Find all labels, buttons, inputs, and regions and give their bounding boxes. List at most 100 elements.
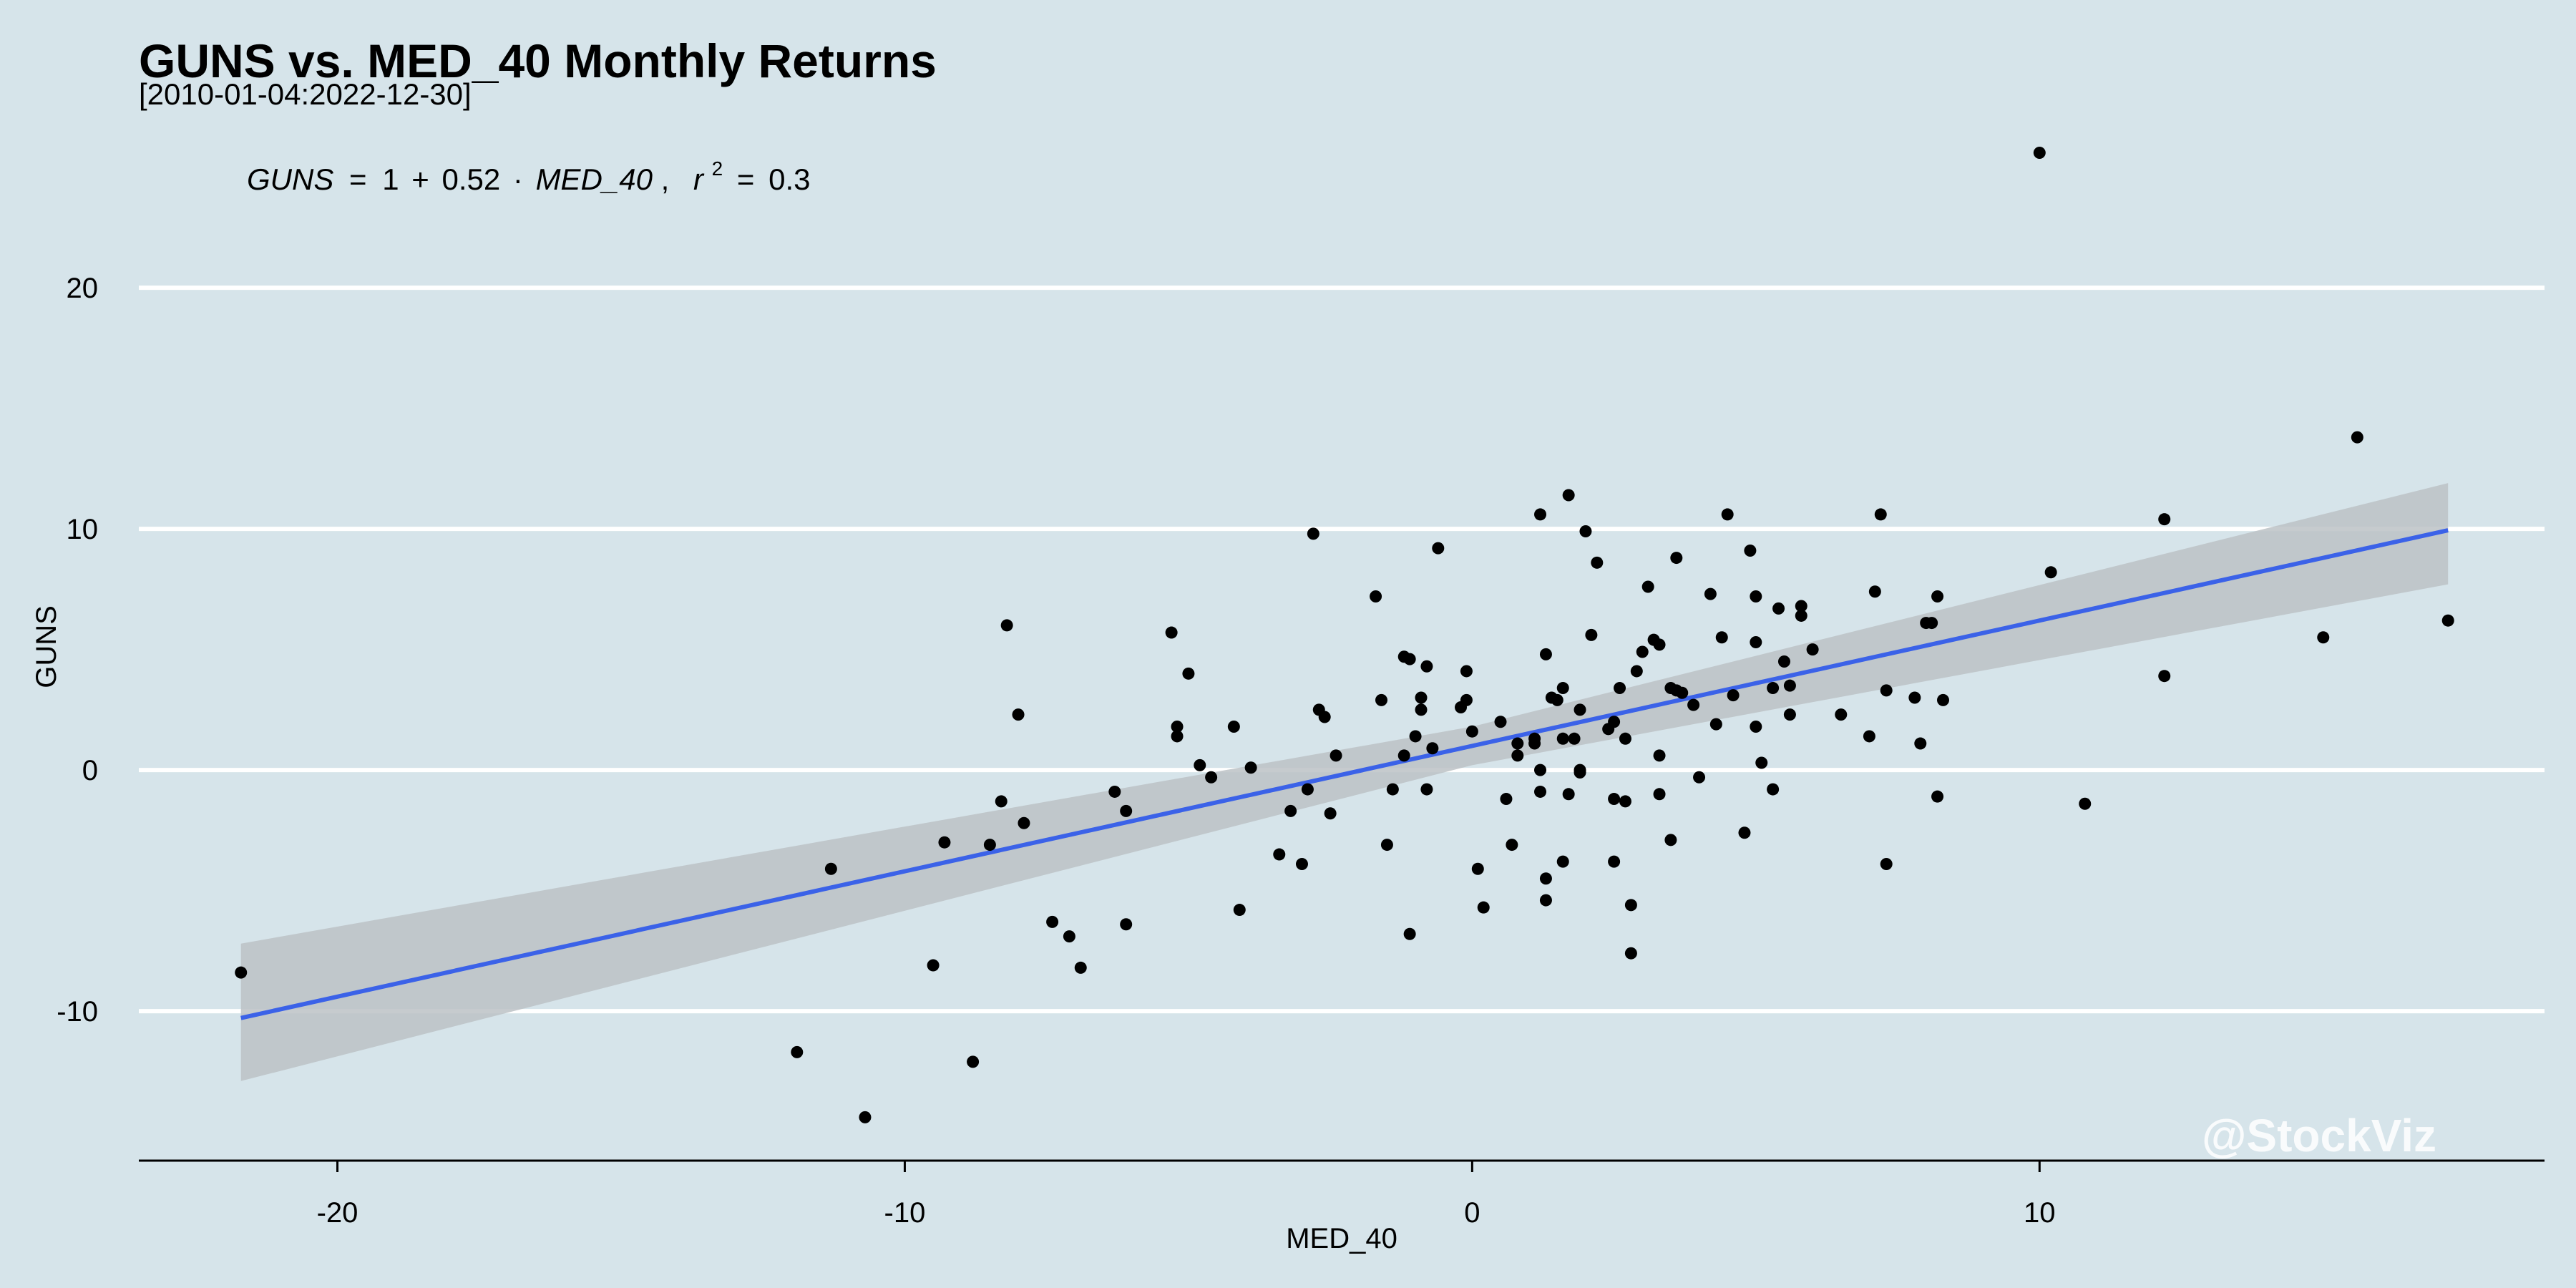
data-point	[1619, 795, 1631, 808]
data-point	[1880, 684, 1893, 697]
data-point	[1380, 839, 1393, 852]
data-point	[1330, 749, 1342, 762]
x-axis-title: MED_40	[1286, 1223, 1397, 1254]
data-point	[1608, 793, 1621, 806]
data-point	[1744, 544, 1757, 557]
data-point	[824, 862, 837, 875]
chart-subtitle: [2010-01-04:2022-12-30]	[139, 77, 472, 111]
data-point	[1806, 643, 1819, 656]
equation-comma: ,	[661, 162, 670, 196]
data-point	[1777, 655, 1790, 668]
data-point	[1738, 826, 1751, 839]
data-point	[1783, 708, 1796, 721]
data-point	[1704, 587, 1717, 600]
data-point	[995, 795, 1008, 808]
equation-equals: =	[349, 162, 367, 196]
data-point	[1301, 783, 1314, 796]
data-point	[1194, 758, 1206, 771]
data-point	[1624, 947, 1637, 960]
watermark: @StockViz	[2202, 1110, 2436, 1161]
data-point	[1931, 790, 1944, 803]
data-point	[1500, 793, 1513, 806]
data-point	[1227, 720, 1240, 733]
data-point	[1556, 855, 1569, 868]
data-point	[1750, 590, 1762, 602]
data-point	[1511, 749, 1524, 762]
data-point	[791, 1045, 804, 1058]
confidence-band	[240, 483, 2449, 1081]
data-point	[1375, 693, 1388, 706]
data-point	[1750, 636, 1762, 649]
data-point	[1295, 858, 1308, 871]
data-point	[1937, 693, 1949, 706]
data-point	[1874, 508, 1887, 521]
x-tick-label: -10	[884, 1197, 926, 1229]
confidence-band-layer	[240, 483, 2449, 1081]
data-point	[1528, 737, 1541, 750]
equation-r-value: 0.3	[769, 162, 810, 196]
data-point	[1415, 691, 1428, 704]
data-point	[1063, 930, 1075, 943]
data-point	[1307, 527, 1319, 540]
equation-slope: 0.52	[441, 162, 500, 196]
data-point	[1568, 732, 1581, 745]
data-point	[1120, 804, 1133, 817]
data-point	[1880, 858, 1893, 871]
data-point	[983, 839, 996, 852]
data-point	[1556, 732, 1569, 745]
data-point	[1324, 807, 1337, 820]
data-point	[1426, 742, 1439, 755]
data-point	[1534, 785, 1547, 798]
data-point	[967, 1055, 980, 1068]
data-point	[1863, 730, 1875, 743]
data-point	[1574, 703, 1586, 716]
data-point	[1579, 525, 1592, 538]
equation-var: MED_40	[536, 162, 653, 196]
data-point	[1046, 915, 1059, 928]
data-point	[1506, 839, 1518, 852]
data-point	[1653, 638, 1666, 651]
data-point	[1000, 619, 1013, 632]
data-point	[1534, 508, 1547, 521]
data-point	[1676, 686, 1689, 699]
data-point	[1795, 600, 1807, 613]
data-point	[1386, 783, 1399, 796]
data-point	[1835, 708, 1848, 721]
data-point	[1465, 725, 1478, 738]
data-point	[1205, 771, 1218, 784]
regression-line	[240, 528, 2449, 1020]
equation-intercept: 1	[382, 162, 399, 196]
data-point	[1914, 737, 1927, 750]
equation-lhs: GUNS	[247, 162, 333, 196]
y-tick-label: 10	[67, 514, 99, 545]
data-point	[1624, 899, 1637, 912]
regression-line-layer	[240, 528, 2449, 1020]
data-point	[1619, 732, 1631, 745]
data-point	[1670, 552, 1683, 565]
data-point	[1494, 716, 1507, 728]
data-point	[1012, 708, 1025, 721]
data-point	[1244, 761, 1257, 774]
data-point	[2441, 614, 2454, 627]
data-point	[1539, 648, 1552, 660]
data-point	[1614, 682, 1626, 695]
data-point	[1562, 788, 1575, 801]
data-point	[1415, 703, 1428, 716]
y-tick-label: -10	[57, 996, 98, 1028]
data-points	[235, 146, 2454, 1123]
data-point	[1370, 590, 1382, 602]
data-point	[1755, 756, 1768, 769]
data-point	[2044, 566, 2057, 579]
data-point	[1539, 894, 1552, 907]
regression-equation: GUNS = 1 + 0.52 · MED_40 , r 2 = 0.3	[247, 148, 811, 196]
data-point	[1403, 653, 1416, 665]
data-point	[859, 1111, 872, 1123]
data-point	[1641, 580, 1654, 593]
data-point	[1403, 927, 1416, 940]
data-point	[1562, 489, 1575, 502]
x-tick-label: 10	[2024, 1197, 2056, 1229]
data-point	[1727, 689, 1740, 702]
data-point	[1551, 693, 1563, 706]
data-point	[2158, 513, 2171, 526]
